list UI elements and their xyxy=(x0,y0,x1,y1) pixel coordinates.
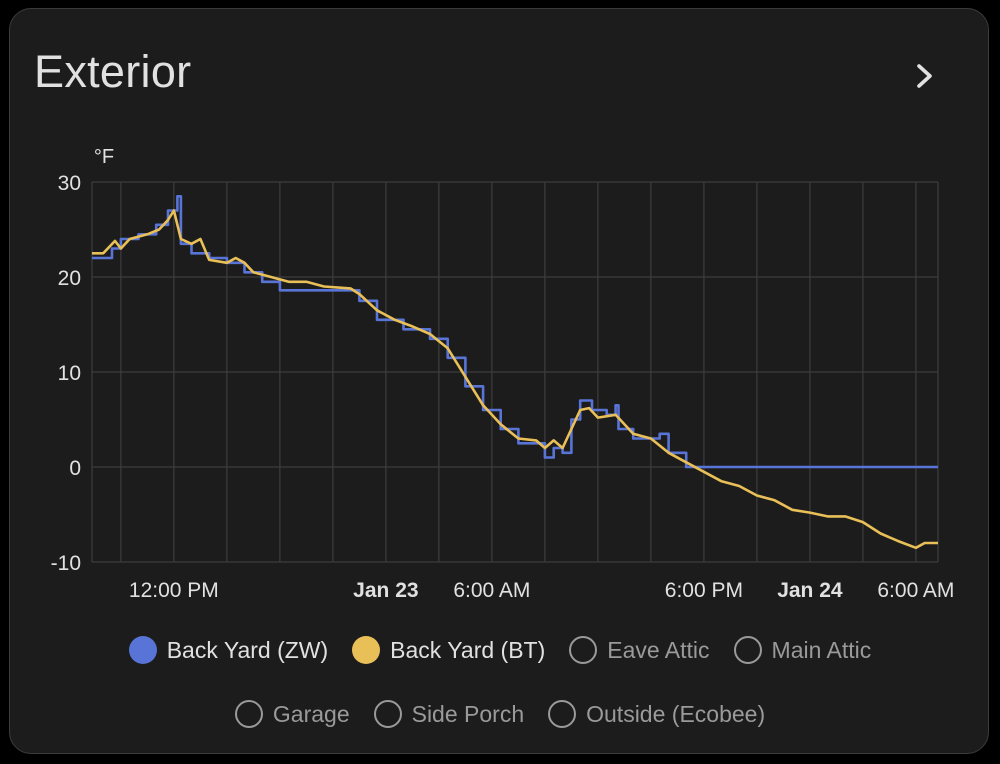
legend-swatch-icon xyxy=(569,636,598,664)
legend-swatch-icon xyxy=(128,636,157,664)
legend-row-1: Back Yard (ZW) Back Yard (BT) Eave Attic Ma… xyxy=(0,636,1000,664)
legend-item-outside-ecobee[interactable]: Outside (Ecobee) xyxy=(548,700,765,728)
legend-swatch-icon xyxy=(373,700,402,728)
legend-swatch-icon xyxy=(352,636,381,664)
chart-grid xyxy=(91,181,939,563)
y-axis-ticks: 30 20 10 0 -10 xyxy=(51,172,81,575)
y-axis-unit-label: °F xyxy=(94,146,114,168)
exterior-card xyxy=(9,8,989,754)
legend-item-side-porch[interactable]: Side Porch xyxy=(373,700,525,728)
legend-label: Outside (Ecobee) xyxy=(586,700,766,727)
y-tick-label: 10 xyxy=(58,362,81,385)
legend-label: Garage xyxy=(272,700,350,727)
x-axis-ticks: 12:00 PM Jan 23 6:00 AM 6:00 PM Jan 24 6:00 A… xyxy=(129,579,955,602)
legend-label: Back Yard (ZW) xyxy=(166,636,329,663)
series-lines xyxy=(92,195,938,550)
x-tick-label: Jan 23 xyxy=(353,579,418,602)
x-tick-label: 6:00 AM xyxy=(877,579,954,602)
chevron-right-icon[interactable] xyxy=(906,58,942,94)
legend-label: Main Attic xyxy=(771,636,872,663)
y-tick-label: -10 xyxy=(51,552,81,575)
legend-swatch-icon xyxy=(234,700,263,728)
legend-item-back-yard-bt[interactable]: Back Yard (BT) xyxy=(352,636,545,664)
temperature-chart: °F 30 20 10 0 -10 12:00 PM Jan 23 6:00 AM 6:00 … xyxy=(51,146,955,602)
legend-item-eave-attic[interactable]: Eave Attic xyxy=(569,636,710,664)
legend-item-garage[interactable]: Garage xyxy=(234,700,350,728)
x-tick-label: 6:00 PM xyxy=(665,579,743,602)
y-tick-label: 0 xyxy=(69,457,81,480)
series-line-back-yard-bt xyxy=(92,209,938,550)
series-line-back-yard-zw xyxy=(92,195,938,469)
y-tick-label: 30 xyxy=(58,172,81,195)
legend-swatch-icon xyxy=(733,636,762,664)
y-tick-label: 20 xyxy=(58,267,81,290)
legend-label: Side Porch xyxy=(411,700,525,727)
x-tick-label: 6:00 AM xyxy=(453,579,530,602)
legend-swatch-icon xyxy=(548,700,577,728)
card-title: Exterior xyxy=(34,46,192,97)
legend-label: Back Yard (BT) xyxy=(390,636,546,663)
legend-item-main-attic[interactable]: Main Attic xyxy=(733,636,872,664)
legend-item-back-yard-zw[interactable]: Back Yard (ZW) xyxy=(128,636,329,664)
legend-label: Eave Attic xyxy=(607,636,710,663)
legend-row-2: Garage Side Porch Outside (Ecobee) xyxy=(0,700,1000,728)
x-tick-label: 12:00 PM xyxy=(129,579,219,602)
x-tick-label: Jan 24 xyxy=(777,579,843,602)
